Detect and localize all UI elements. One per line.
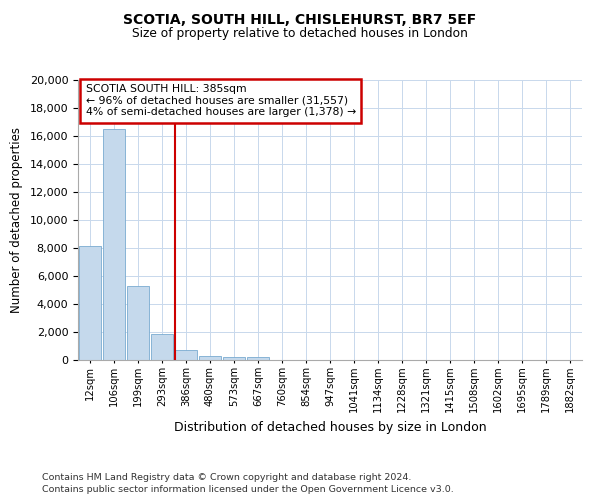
Bar: [79, 246, 101, 360]
Bar: [247, 357, 269, 360]
X-axis label: Distribution of detached houses by size in London: Distribution of detached houses by size …: [173, 420, 487, 434]
Y-axis label: Number of detached properties: Number of detached properties: [10, 127, 23, 313]
Bar: [223, 357, 245, 360]
Bar: [199, 356, 221, 360]
Text: SCOTIA, SOUTH HILL, CHISLEHURST, BR7 5EF: SCOTIA, SOUTH HILL, CHISLEHURST, BR7 5EF: [124, 12, 476, 26]
Text: Contains HM Land Registry data © Crown copyright and database right 2024.: Contains HM Land Registry data © Crown c…: [42, 472, 412, 482]
Text: Size of property relative to detached houses in London: Size of property relative to detached ho…: [132, 28, 468, 40]
Text: SCOTIA SOUTH HILL: 385sqm
← 96% of detached houses are smaller (31,557)
4% of se: SCOTIA SOUTH HILL: 385sqm ← 96% of detac…: [86, 84, 356, 117]
Bar: [103, 129, 125, 360]
Text: Contains public sector information licensed under the Open Government Licence v3: Contains public sector information licen…: [42, 485, 454, 494]
Bar: [151, 334, 173, 360]
Bar: [127, 286, 149, 360]
Bar: [175, 350, 197, 360]
